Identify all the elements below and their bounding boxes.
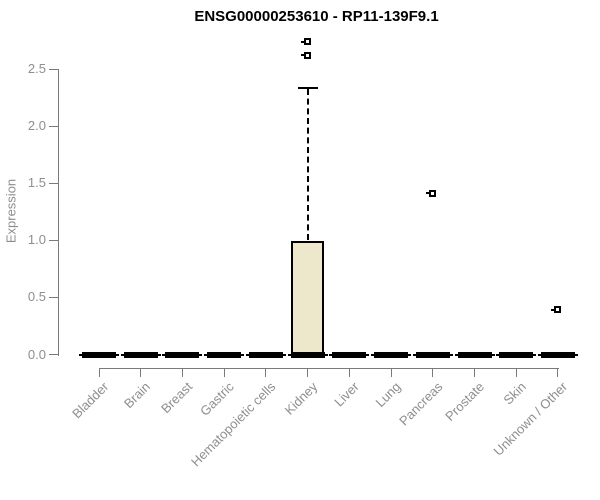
x-category-label-text: Gastric bbox=[197, 379, 237, 419]
x-tick bbox=[557, 368, 559, 377]
outlier-nub bbox=[301, 54, 305, 57]
x-category-label-text: Prostate bbox=[442, 379, 488, 424]
y-tick bbox=[48, 68, 58, 70]
x-category-label-text: Pancreas bbox=[395, 379, 446, 429]
outlier-nub bbox=[551, 308, 555, 311]
y-axis-line bbox=[57, 69, 59, 356]
x-axis-line bbox=[99, 367, 559, 369]
x-category-label-text: Bladder bbox=[69, 379, 112, 422]
outlier-point bbox=[429, 189, 437, 197]
y-tick bbox=[48, 125, 58, 127]
outlier-nub bbox=[301, 40, 305, 43]
y-tick-label: 2.0 bbox=[27, 118, 46, 134]
x-category-label-text: Liver bbox=[331, 379, 362, 410]
x-tick bbox=[98, 368, 100, 377]
x-category-label-text: Skin bbox=[500, 379, 529, 408]
median-bar bbox=[123, 351, 158, 358]
median-bar bbox=[290, 351, 325, 358]
median-bar bbox=[248, 351, 283, 358]
y-tick-label: 1.0 bbox=[27, 232, 46, 248]
outlier-point bbox=[304, 51, 312, 59]
y-tick bbox=[48, 182, 58, 184]
chart-title: ENSG00000253610 - RP11-139F9.1 bbox=[194, 8, 439, 25]
x-tick bbox=[348, 368, 350, 377]
median-bar bbox=[499, 351, 534, 358]
median-bar bbox=[207, 351, 242, 358]
y-tick-label: 2.5 bbox=[27, 61, 46, 76]
x-tick bbox=[432, 368, 434, 377]
y-tick bbox=[48, 296, 58, 298]
x-category-label-text: Breast bbox=[157, 379, 196, 417]
y-tick bbox=[48, 354, 58, 355]
y-tick-label: 0.0 bbox=[27, 346, 46, 362]
x-category-label-text: Lung bbox=[372, 379, 404, 411]
outlier-point bbox=[304, 38, 312, 46]
median-bar bbox=[540, 351, 575, 358]
median-bar bbox=[165, 351, 200, 358]
x-category-label-text: Brain bbox=[121, 379, 154, 412]
y-tick-label: 0.5 bbox=[27, 289, 46, 305]
x-tick bbox=[140, 368, 142, 377]
median-bar bbox=[415, 351, 450, 358]
whisker-line bbox=[306, 89, 309, 241]
median-bar bbox=[457, 351, 492, 358]
x-tick bbox=[181, 368, 183, 377]
x-tick bbox=[390, 368, 392, 377]
median-bar bbox=[332, 351, 367, 358]
x-tick bbox=[223, 368, 225, 377]
median-bar bbox=[374, 351, 409, 358]
x-category-label-text: Kidney bbox=[281, 379, 321, 418]
x-tick bbox=[515, 368, 517, 377]
y-tick-label: 1.5 bbox=[27, 175, 46, 191]
outlier-point bbox=[554, 306, 562, 314]
x-tick bbox=[307, 368, 309, 377]
box-rect bbox=[291, 241, 325, 355]
x-tick bbox=[265, 368, 267, 377]
outlier-nub bbox=[426, 192, 430, 195]
y-tick bbox=[48, 239, 58, 241]
x-tick bbox=[474, 368, 476, 377]
whisker-cap bbox=[297, 87, 318, 90]
x-category-label-text: Unknown / Other bbox=[491, 379, 571, 459]
median-bar bbox=[82, 351, 116, 358]
